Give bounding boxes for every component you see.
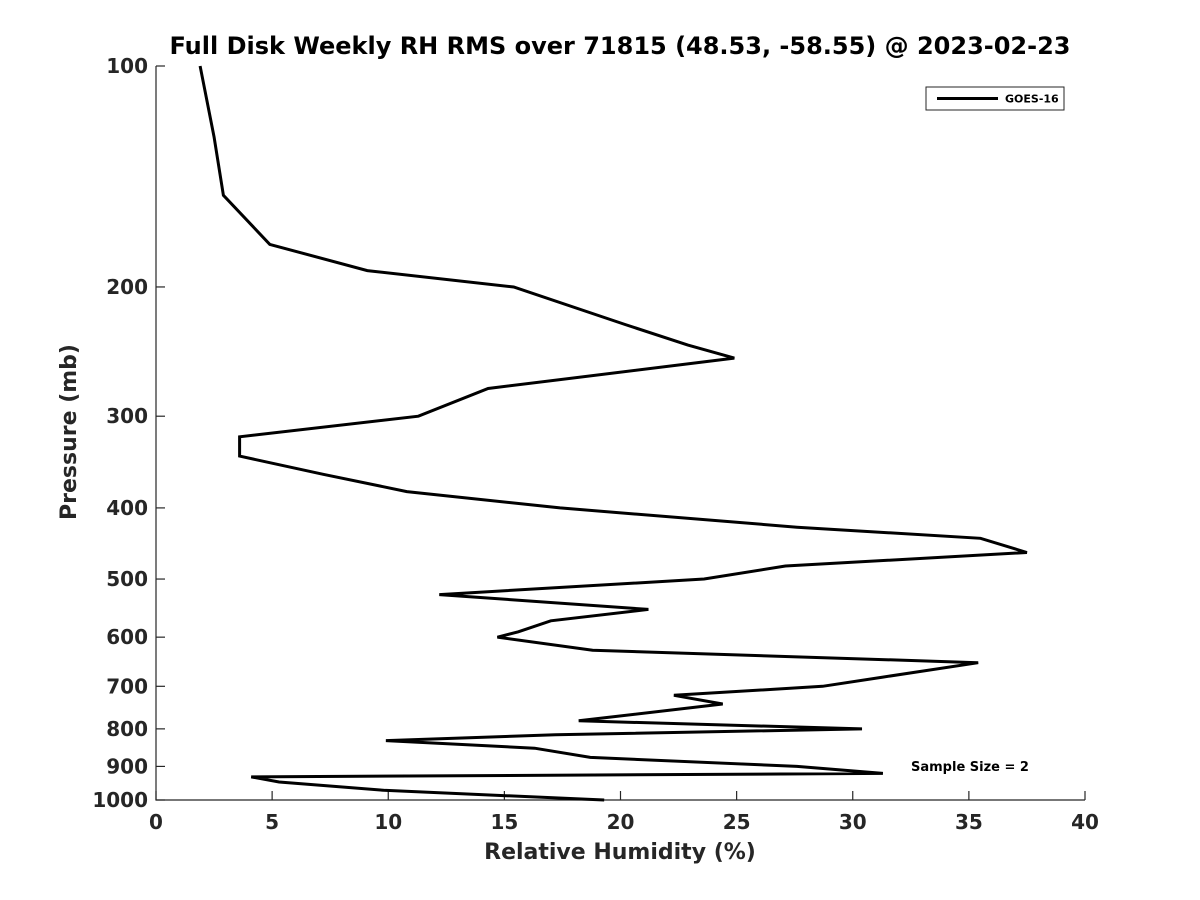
x-tick-label: 25 <box>723 810 751 834</box>
x-tick-label: 0 <box>149 810 163 834</box>
y-axis-label: Pressure (mb) <box>57 344 82 520</box>
y-tick-label: 1000 <box>92 788 148 812</box>
x-tick-label: 20 <box>607 810 635 834</box>
y-tick-label: 500 <box>106 567 148 591</box>
series-layer <box>198 65 1028 802</box>
legend: GOES-16 <box>925 86 1065 111</box>
plot-area: 0 5 10 15 20 25 30 35 40 100 200 300 400 500 600 700 80… <box>92 54 1099 834</box>
axis-box <box>155 66 1085 801</box>
x-tick-label: 40 <box>1071 810 1099 834</box>
y-tick-label: 700 <box>106 674 148 698</box>
x-axis: 0 5 10 15 20 25 30 35 40 <box>149 791 1099 834</box>
series-line-goes-16 <box>198 65 1028 802</box>
y-tick-label: 800 <box>106 717 148 741</box>
y-axis: 100 200 300 400 500 600 700 800 900 1000 <box>92 54 165 812</box>
x-axis-label: Relative Humidity (%) <box>484 840 756 865</box>
x-tick-label: 10 <box>374 810 402 834</box>
sample-size-annotation: Sample Size = 2 <box>911 760 1029 775</box>
y-tick-label: 300 <box>106 404 148 428</box>
y-tick-label: 600 <box>106 625 148 649</box>
y-tick-label: 100 <box>106 54 148 78</box>
chart-title: Full Disk Weekly RH RMS over 71815 (48.5… <box>169 32 1070 60</box>
legend-label-goes-16: GOES-16 <box>1005 93 1059 106</box>
x-tick-label: 35 <box>955 810 983 834</box>
x-tick-label: 5 <box>265 810 279 834</box>
y-tick-label: 200 <box>106 275 148 299</box>
y-tick-label: 400 <box>106 496 148 520</box>
y-tick-label: 900 <box>106 754 148 778</box>
x-tick-label: 15 <box>490 810 518 834</box>
x-tick-label: 30 <box>839 810 867 834</box>
